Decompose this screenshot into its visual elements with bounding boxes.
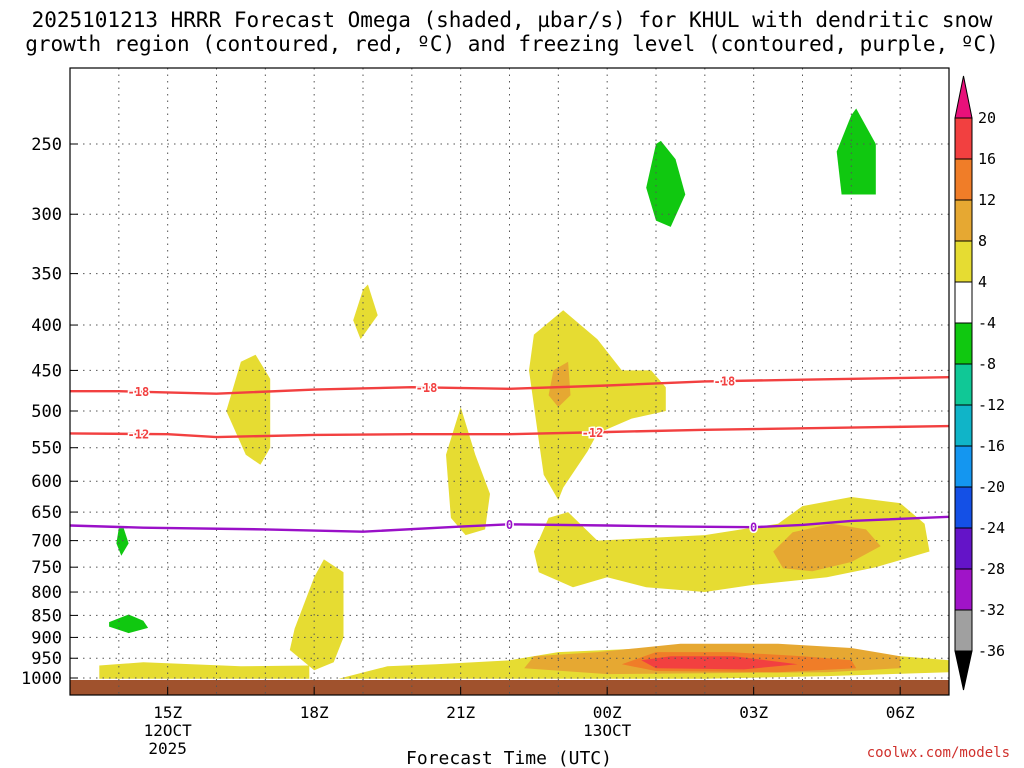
colorbar-label: 12 bbox=[978, 191, 996, 209]
omega-region-14 bbox=[836, 108, 876, 195]
x-tick-label-21Z: 21Z bbox=[446, 703, 475, 722]
y-tick-label-950: 950 bbox=[31, 649, 62, 669]
colorbar-label: 16 bbox=[978, 150, 996, 168]
x-tick-sublabel: 2025 bbox=[148, 739, 187, 758]
x-tick-sublabel: 12OCT bbox=[144, 721, 193, 740]
y-tick-label-600: 600 bbox=[31, 472, 62, 492]
omega-region-9 bbox=[773, 523, 881, 572]
contour-label: -18 bbox=[416, 381, 438, 395]
x-tick-label-06Z: 06Z bbox=[886, 703, 915, 722]
x-tick-label-00Z: 00Z bbox=[593, 703, 622, 722]
colorbar-label: -8 bbox=[978, 355, 996, 373]
x-tick-label-15Z: 15Z bbox=[153, 703, 182, 722]
colorbar-swatch-8 bbox=[954, 404, 973, 447]
colorbar-swatch-4 bbox=[954, 240, 973, 283]
contour-0 bbox=[70, 515, 949, 533]
y-tick-label-450: 450 bbox=[31, 361, 62, 381]
colorbar-swatch-6 bbox=[954, 322, 973, 365]
colorbar-swatch-11 bbox=[954, 527, 973, 570]
omega-region-3 bbox=[226, 354, 271, 465]
colorbar-swatch-13 bbox=[954, 609, 973, 652]
x-axis-label: Forecast Time (UTC) bbox=[406, 748, 612, 768]
title-line-2: growth region (contoured, red, ºC) and f… bbox=[25, 32, 999, 56]
contour-label: -18 bbox=[128, 385, 150, 399]
omega-region-13 bbox=[646, 140, 686, 227]
y-tick-label-750: 750 bbox=[31, 558, 62, 578]
colorbar-label: -12 bbox=[978, 396, 1005, 414]
colorbar-label: -36 bbox=[978, 642, 1005, 660]
y-tick-label-500: 500 bbox=[31, 402, 62, 422]
omega-region-7 bbox=[533, 497, 930, 592]
x-tick-label-03Z: 03Z bbox=[739, 703, 768, 722]
colorbar-swatch-3 bbox=[954, 199, 973, 242]
colorbar-label: -20 bbox=[978, 478, 1005, 496]
title-line-1: 2025101213 HRRR Forecast Omega (shaded, … bbox=[31, 8, 993, 32]
colorbar-label: 8 bbox=[978, 232, 987, 250]
y-tick-label-550: 550 bbox=[31, 439, 62, 459]
omega-region-16 bbox=[109, 614, 149, 634]
contour-label: -12 bbox=[128, 427, 150, 441]
y-tick-label-800: 800 bbox=[31, 583, 62, 603]
credit-text: coolwx.com/models bbox=[866, 745, 1010, 761]
contour-label: -18 bbox=[714, 375, 736, 389]
colorbar-label: 4 bbox=[978, 273, 987, 291]
omega-region-2 bbox=[289, 559, 344, 671]
contour--12 bbox=[70, 424, 949, 439]
omega-region-5 bbox=[446, 407, 490, 536]
omega-region-6 bbox=[529, 310, 666, 500]
y-tick-label-900: 900 bbox=[31, 628, 62, 648]
colorbar-swatch-7 bbox=[954, 363, 973, 406]
y-tick-label-300: 300 bbox=[31, 205, 62, 225]
x-tick-sublabel: 13OCT bbox=[583, 721, 632, 740]
y-tick-label-250: 250 bbox=[31, 135, 62, 155]
y-tick-label-700: 700 bbox=[31, 532, 62, 552]
omega-region-10 bbox=[548, 361, 571, 408]
colorbar-label: -4 bbox=[978, 314, 996, 332]
colorbar-label: 20 bbox=[978, 109, 996, 127]
colorbar-label: -28 bbox=[978, 560, 1005, 578]
colorbar-swatch-2 bbox=[954, 158, 973, 201]
omega-region-0 bbox=[99, 662, 310, 679]
x-tick-label-18Z: 18Z bbox=[300, 703, 329, 722]
omega-region-15 bbox=[116, 528, 129, 556]
colorbar-swatch-1 bbox=[954, 117, 973, 160]
contour--18 bbox=[70, 376, 949, 395]
chart-title: 2025101213 HRRR Forecast Omega (shaded, … bbox=[0, 8, 1024, 56]
plot-frame bbox=[69, 67, 950, 696]
y-tick-label-650: 650 bbox=[31, 503, 62, 523]
colorbar-swatch-5 bbox=[954, 281, 973, 324]
colorbar-cap-bottom bbox=[954, 650, 973, 691]
contour-label: 0 bbox=[750, 521, 757, 535]
colorbar-swatch-10 bbox=[954, 486, 973, 529]
colorbar-cap-top bbox=[954, 75, 973, 119]
omega-region-12 bbox=[641, 656, 798, 670]
omega-region-4 bbox=[353, 284, 378, 340]
colorbar-label: -16 bbox=[978, 437, 1005, 455]
y-tick-label-850: 850 bbox=[31, 606, 62, 626]
y-tick-label-350: 350 bbox=[31, 265, 62, 285]
colorbar-swatch-9 bbox=[954, 445, 973, 488]
y-tick-label-1000: 1000 bbox=[21, 669, 62, 689]
contour-label: -12 bbox=[582, 426, 604, 440]
ground-strip bbox=[70, 680, 949, 695]
contour-label: 0 bbox=[506, 518, 513, 532]
y-tick-label-400: 400 bbox=[31, 316, 62, 336]
colorbar-swatch-12 bbox=[954, 568, 973, 611]
colorbar-label: -24 bbox=[978, 519, 1005, 537]
colorbar-label: -32 bbox=[978, 601, 1005, 619]
